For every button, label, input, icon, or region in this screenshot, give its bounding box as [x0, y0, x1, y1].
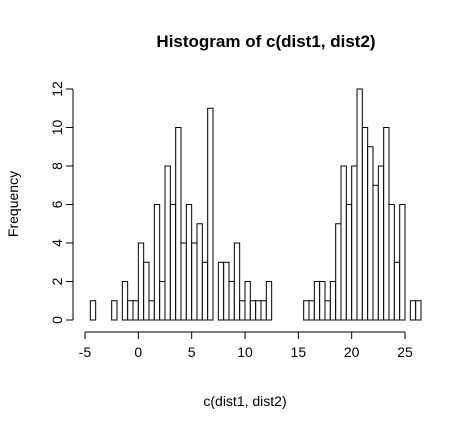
y-tick-label: 4 [49, 239, 65, 247]
y-tick-label: 2 [49, 277, 65, 285]
histogram-bar [164, 165, 171, 321]
histogram-bar [255, 300, 262, 321]
histogram-bars [89, 88, 422, 321]
histogram-bar [185, 204, 193, 321]
histogram-bar [345, 204, 353, 321]
histogram-bar [180, 242, 187, 321]
histogram-bar [153, 204, 161, 321]
histogram-bar [137, 242, 145, 321]
chart-title: Histogram of c(dist1, dist2) [156, 32, 375, 51]
histogram-bar [249, 300, 257, 321]
x-tick-label: 0 [134, 344, 142, 360]
histogram-bar [89, 300, 97, 321]
histogram-bar [361, 127, 369, 321]
histogram-bar [319, 281, 326, 321]
histogram-bar [335, 223, 342, 321]
y-axis: 0 2 4 6 8 10 12 [49, 81, 74, 324]
histogram-bar [393, 261, 401, 321]
histogram-bar [121, 281, 129, 321]
x-axis: -5 0 5 10 15 20 25 [79, 331, 413, 360]
histogram-bar [399, 204, 406, 321]
x-tick-label: 5 [188, 344, 196, 360]
histogram-bar [233, 242, 241, 321]
x-axis-label: c(dist1, dist2) [203, 393, 286, 409]
histogram-bar [351, 165, 358, 321]
y-axis-label: Frequency [5, 171, 21, 237]
histogram-bar [388, 204, 395, 321]
histogram-bar [372, 184, 379, 321]
x-tick-label: 25 [397, 344, 413, 360]
histogram-bar [207, 107, 214, 321]
histogram-bar [127, 300, 134, 321]
histogram-bar [191, 242, 198, 321]
histogram-bar [265, 281, 273, 321]
histogram-bar [175, 127, 182, 321]
histogram-bar [132, 300, 139, 321]
histogram-bar [244, 281, 251, 321]
histogram-bar [148, 300, 155, 321]
histogram-bar [303, 300, 310, 321]
histogram-bar [228, 281, 235, 321]
histogram-bar [196, 223, 203, 321]
histogram-bar [415, 300, 422, 321]
y-tick-label: 6 [49, 200, 65, 208]
y-tick-label: 10 [49, 120, 65, 136]
histogram-bar [367, 146, 374, 321]
histogram-bar [340, 165, 347, 321]
x-tick-label: 15 [291, 344, 307, 360]
histogram-bar [377, 165, 385, 321]
y-tick-label: 12 [49, 81, 65, 97]
histogram-bar [383, 127, 390, 321]
x-tick-label: 20 [344, 344, 360, 360]
histogram-bar [217, 261, 225, 321]
histogram-bar [329, 281, 337, 321]
histogram-bar [239, 300, 246, 321]
x-tick-label: 10 [237, 344, 253, 360]
histogram-bar [169, 204, 177, 321]
histogram-bar [159, 281, 166, 321]
histogram-bar [201, 261, 209, 321]
y-tick-label: 8 [49, 162, 65, 170]
histogram-bar [324, 300, 331, 321]
y-tick-label: 0 [49, 316, 65, 324]
histogram-bar [409, 300, 417, 321]
histogram-bar [260, 300, 267, 321]
histogram-bar [143, 261, 150, 321]
histogram-bar [223, 261, 230, 321]
x-tick-label: -5 [79, 344, 92, 360]
histogram-bar [356, 88, 363, 321]
histogram-bar [308, 300, 315, 321]
histogram-bar [313, 281, 321, 321]
histogram-bar [111, 300, 118, 321]
